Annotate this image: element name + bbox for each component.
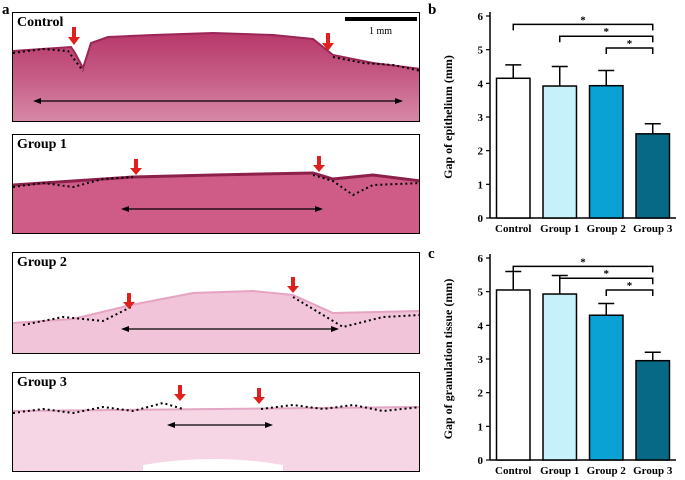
micrograph-group-3: Group 3 (12, 372, 420, 472)
significance-star: * (604, 268, 610, 280)
significance-bracket (512, 23, 654, 31)
measure-arrow (167, 422, 273, 428)
x-tick-label: Group 1 (540, 465, 579, 477)
y-tick-label: 3 (478, 354, 484, 366)
micrograph-title: Control (17, 15, 64, 30)
y-tick-label: 1 (478, 179, 484, 191)
panel-b-label: b (428, 2, 437, 18)
chart-granulation-gap: 0 1 2 3 4 5 6 Gap of granulation tissue (mm) Con… (441, 253, 676, 477)
measure-arrow (121, 326, 339, 332)
significance-star: * (627, 38, 633, 50)
micrograph-title: Group 2 (17, 255, 67, 270)
tissue-image (13, 27, 419, 121)
x-tick-label: Group 1 (540, 223, 579, 235)
x-tick-label: Group 3 (633, 223, 673, 235)
x-tick-label: Control (495, 223, 531, 235)
y-axis-label: Gap of epithelium (mm) (441, 55, 455, 179)
micrograph-group-2: Group 2 (12, 252, 420, 354)
y-tick-label: 4 (478, 320, 484, 332)
red-arrow-right (287, 277, 299, 293)
tissue-image (13, 385, 419, 471)
y-tick-label: 1 (478, 421, 484, 433)
red-arrow-left (174, 385, 186, 401)
significance-star: * (627, 280, 633, 292)
y-tick-label: 2 (478, 146, 484, 158)
y-tick-label: 6 (478, 11, 484, 23)
measure-arrow (33, 98, 403, 104)
micrograph-group-1: Group 1 (12, 134, 420, 234)
red-arrow-right (313, 156, 325, 172)
bar-group-1 (542, 293, 578, 461)
micrograph-title: Group 1 (17, 137, 67, 152)
bar-group-2 (588, 84, 624, 219)
x-tick-label: Group 2 (587, 223, 627, 235)
significance-bracket (559, 35, 654, 43)
red-arrow-right (322, 33, 334, 51)
tissue-image (13, 277, 419, 353)
y-tick-label: 5 (478, 45, 484, 57)
y-tick-label: 0 (478, 455, 484, 467)
bar-control (495, 289, 531, 461)
x-tick-label: Control (495, 465, 531, 477)
y-tick-label: 5 (478, 287, 484, 299)
panel-c-label: c (428, 246, 435, 262)
red-arrow-left (68, 27, 80, 45)
micrograph-control: Control 1 mm (12, 12, 420, 122)
significance-bracket (605, 289, 654, 296)
bar-control (495, 77, 531, 219)
bar-group-3 (635, 133, 671, 219)
bar-group-3 (635, 359, 671, 461)
y-tick-label: 2 (478, 388, 484, 400)
bar-group-1 (542, 85, 578, 219)
y-tick-label: 0 (478, 213, 484, 225)
significance-star: * (604, 26, 610, 38)
significance-star: * (580, 14, 586, 26)
red-arrow-left (130, 159, 142, 175)
panel-a-label: a (2, 2, 10, 18)
significance-star: * (580, 256, 586, 268)
chart-epithelium-gap: 0 1 2 3 4 5 6 Gap of epithelium (mm) Control Grou… (441, 11, 676, 235)
red-arrow-left (123, 293, 135, 309)
x-tick-label: Group 3 (633, 465, 673, 477)
x-tick-label: Group 2 (587, 465, 627, 477)
y-axis-label: Gap of granulation tissue (mm) (441, 279, 455, 440)
scale-bar (345, 17, 417, 21)
measure-arrow (121, 206, 323, 212)
red-arrow-right (253, 388, 265, 404)
y-tick-label: 3 (478, 112, 484, 124)
significance-bracket (605, 47, 654, 54)
bar-group-2 (588, 314, 624, 461)
micrograph-title: Group 3 (17, 375, 67, 390)
y-tick-label: 6 (478, 253, 484, 265)
tissue-image (13, 156, 419, 233)
scale-bar-label: 1 mm (369, 26, 393, 37)
significance-bracket (512, 265, 654, 273)
significance-bracket (559, 277, 654, 285)
y-tick-label: 4 (478, 78, 484, 90)
